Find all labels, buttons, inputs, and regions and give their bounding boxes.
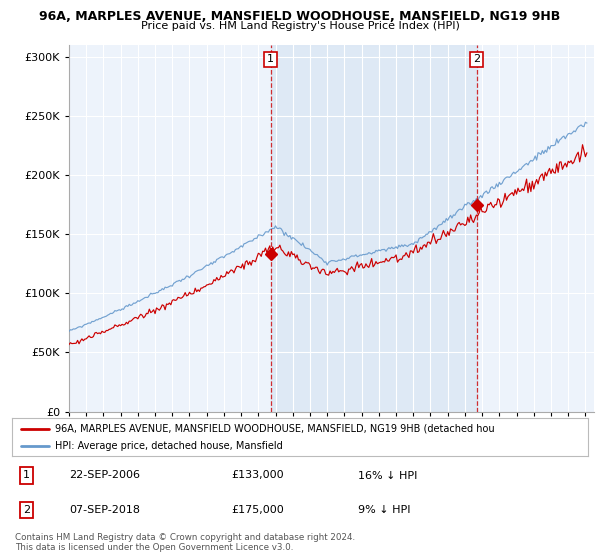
Text: 1: 1 bbox=[23, 470, 30, 480]
Text: This data is licensed under the Open Government Licence v3.0.: This data is licensed under the Open Gov… bbox=[15, 543, 293, 552]
Text: £175,000: £175,000 bbox=[231, 505, 284, 515]
Text: 96A, MARPLES AVENUE, MANSFIELD WOODHOUSE, MANSFIELD, NG19 9HB: 96A, MARPLES AVENUE, MANSFIELD WOODHOUSE… bbox=[40, 10, 560, 23]
Text: Contains HM Land Registry data © Crown copyright and database right 2024.: Contains HM Land Registry data © Crown c… bbox=[15, 533, 355, 542]
Text: 16% ↓ HPI: 16% ↓ HPI bbox=[358, 470, 417, 480]
Text: 1: 1 bbox=[267, 54, 274, 64]
Bar bbox=[271, 45, 477, 412]
Text: 22-SEP-2006: 22-SEP-2006 bbox=[70, 470, 140, 480]
Text: Price paid vs. HM Land Registry's House Price Index (HPI): Price paid vs. HM Land Registry's House … bbox=[140, 21, 460, 31]
Text: 07-SEP-2018: 07-SEP-2018 bbox=[70, 505, 140, 515]
Text: 96A, MARPLES AVENUE, MANSFIELD WOODHOUSE, MANSFIELD, NG19 9HB (detached hou: 96A, MARPLES AVENUE, MANSFIELD WOODHOUSE… bbox=[55, 423, 495, 433]
Text: 2: 2 bbox=[23, 505, 30, 515]
Text: £133,000: £133,000 bbox=[231, 470, 284, 480]
Text: HPI: Average price, detached house, Mansfield: HPI: Average price, detached house, Mans… bbox=[55, 441, 283, 451]
Text: 9% ↓ HPI: 9% ↓ HPI bbox=[358, 505, 410, 515]
Text: 2: 2 bbox=[473, 54, 481, 64]
